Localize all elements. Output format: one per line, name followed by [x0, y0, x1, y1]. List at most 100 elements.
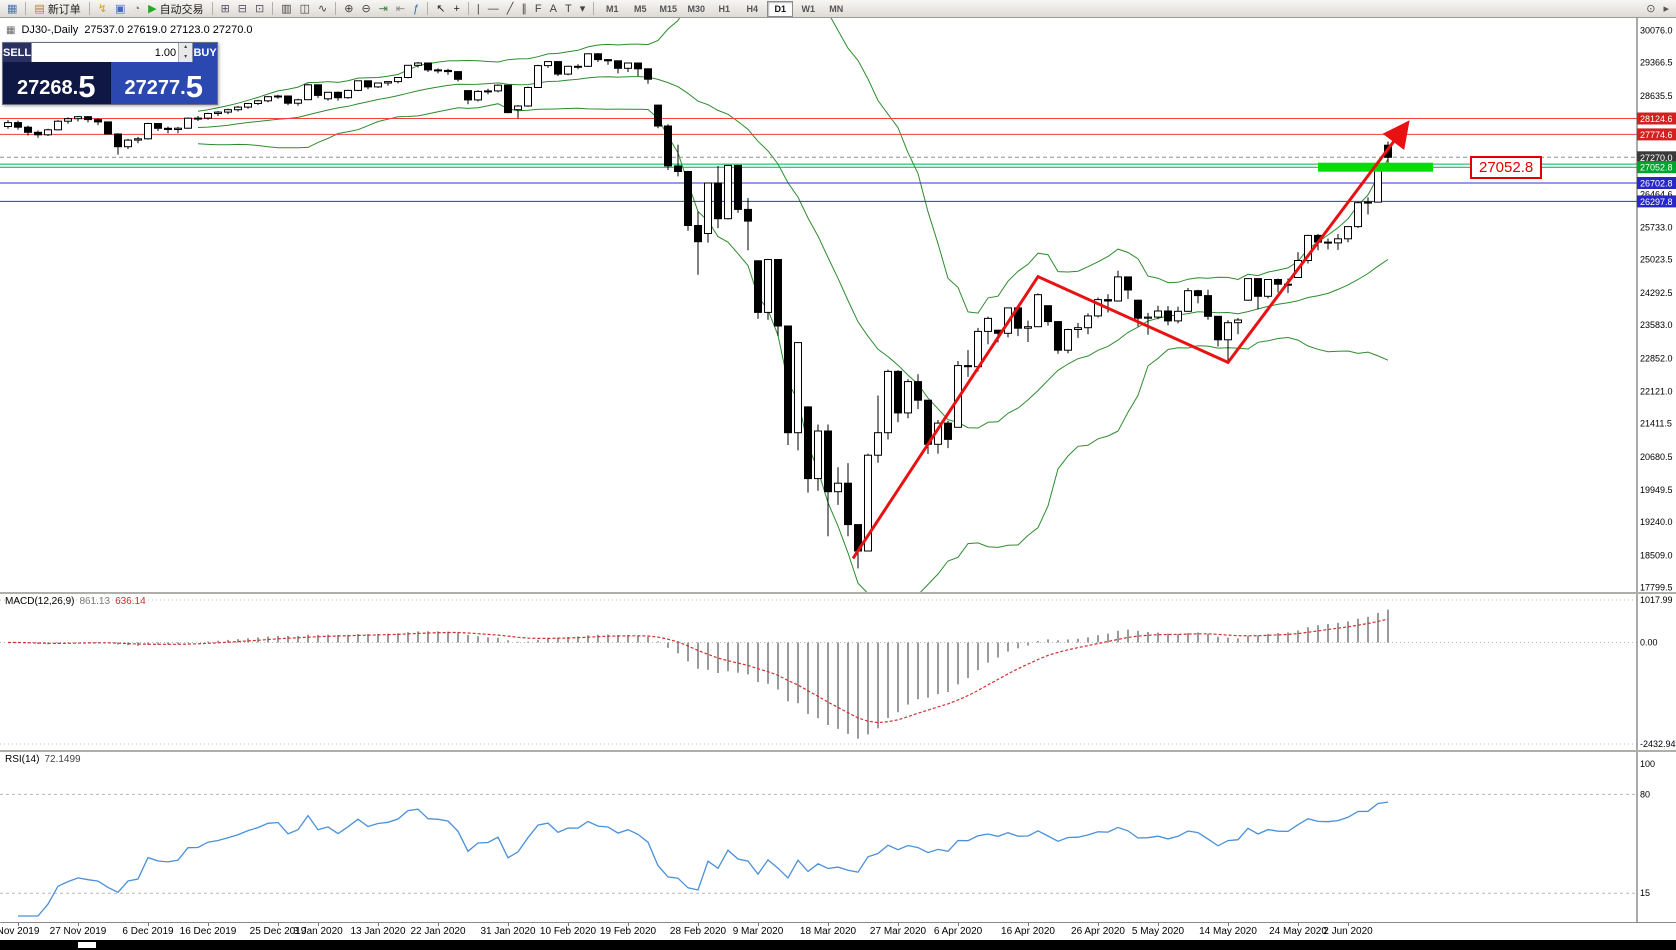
price-axis-label: 18509.0 [1640, 550, 1673, 560]
macd-canvas[interactable]: 1017.99 0.00 -2432.94 [0, 594, 1676, 750]
timeframe-d1-button[interactable]: D1 [767, 0, 794, 17]
zoom-out-icon[interactable]: ⊖ [357, 0, 374, 18]
scrollbar-thumb[interactable] [78, 942, 96, 948]
indicators-icon[interactable]: ƒ [409, 0, 423, 18]
volume-input[interactable] [32, 45, 179, 60]
auto-scroll-icon[interactable]: ⇥ [375, 0, 392, 18]
price-axis-label: 17799.5 [1640, 583, 1673, 593]
date-axis-tick [1298, 923, 1299, 926]
fibonacci-icon-glyph: F [534, 2, 542, 15]
vertical-line-icon[interactable]: | [473, 0, 484, 18]
sell-button[interactable]: SELL [3, 43, 32, 62]
date-axis-label: 6 Dec 2019 [122, 926, 174, 937]
date-axis-tick [148, 923, 149, 926]
bollinger-bands [197, 18, 1389, 592]
auto-trading-glyph: ▶ [148, 2, 157, 15]
arrange-windows-icon[interactable]: ⊡ [251, 0, 268, 18]
shapes-dropdown-icon-glyph: ▾ [579, 2, 586, 15]
bottom-scrollbar[interactable] [0, 940, 1676, 950]
date-axis-label: 3 Jan 2020 [293, 926, 343, 937]
toolbar-separator [427, 2, 429, 15]
alerts-icon-glyph: ◔ [133, 2, 141, 15]
macd-indicator-panel[interactable]: 1017.99 0.00 -2432.94 MACD(12,26,9) 861.13 6… [0, 592, 1676, 750]
line-chart-icon-glyph: ∿ [318, 2, 328, 15]
rsi-axis-label: 80 [1640, 789, 1650, 799]
candlestick-chart-canvas[interactable]: 30076.0 29366.5 28635.5 26464.6 25733.0 25023… [0, 18, 1676, 592]
fibonacci-icon[interactable]: F [531, 0, 546, 18]
main-chart-panel[interactable]: 30076.0 29366.5 28635.5 26464.6 25733.0 25023… [0, 18, 1676, 592]
date-axis-tick [18, 923, 19, 926]
rsi-axis-label: 100 [1640, 759, 1655, 769]
timeframe-mn-button[interactable]: MN [829, 3, 844, 14]
trendline-icon[interactable]: ╱ [503, 0, 518, 18]
toolbar-right-group: ⊙ ▸ [1642, 0, 1673, 18]
timeframe-m5-button[interactable]: M5 [633, 3, 647, 14]
date-axis-label: 13 Jan 2020 [350, 926, 406, 937]
panel-expand-icon: ▸ [1663, 2, 1669, 15]
crosshair-icon[interactable]: + [449, 0, 463, 18]
price-tag [1637, 128, 1676, 141]
date-axis-tick [208, 923, 209, 926]
date-axis-label: 16 Apr 2020 [1001, 926, 1055, 937]
buy-price[interactable]: 27277. 5 [109, 62, 217, 104]
macd-label: MACD(12,26,9) 861.13 636.14 [5, 596, 146, 607]
cascade-windows-icon-glyph: ⊟ [237, 2, 247, 15]
date-axis-tick [278, 923, 279, 926]
ohlc-values: 27537.0 27619.0 27123.0 27270.0 [84, 24, 253, 36]
rsi-indicator-panel[interactable]: 100 80 15 RSI(14) 72.1499 [0, 750, 1676, 922]
rsi-axis-label: 15 [1640, 888, 1650, 898]
chart-window-icon[interactable]: ▦ [3, 0, 21, 18]
candlestick-chart-icon[interactable]: ◫ [296, 0, 314, 18]
volume-down-icon[interactable]: ▾ [179, 52, 193, 62]
rsi-name: RSI(14) [5, 754, 40, 765]
timeframe-h1-button[interactable]: H1 [718, 3, 730, 14]
bar-chart-icon[interactable]: ▥ [277, 0, 295, 18]
chart-shift-icon-glyph: ⇤ [395, 2, 406, 15]
text-icon[interactable]: A [546, 0, 561, 18]
timeframe-w1-button[interactable]: W1 [801, 3, 815, 14]
price-axis-label: 21411.5 [1640, 419, 1672, 429]
rsi-line [18, 801, 1389, 917]
chart-shift-icon[interactable]: ⇤ [392, 0, 409, 18]
svg-text:28124.6: 28124.6 [1640, 114, 1673, 124]
price-annotation-label[interactable]: 27052.8 [1470, 156, 1543, 179]
new-order-button[interactable]: ▤ 新订单 [30, 0, 84, 18]
buy-button[interactable]: BUY [193, 43, 217, 62]
horizontal-line-icon[interactable]: ― [484, 0, 503, 18]
zoom-in-icon[interactable]: ⊕ [340, 0, 357, 18]
cursor-icon-glyph: ↖ [436, 2, 446, 15]
timeframe-m15-button[interactable]: M15 [659, 3, 677, 14]
timeframe-m30-button[interactable]: M30 [687, 3, 705, 14]
equidistant-channel-icon[interactable]: ∥ [517, 0, 531, 18]
date-axis-tick [1158, 923, 1159, 926]
timeframe-m1-button[interactable]: M1 [605, 3, 619, 14]
cascade-windows-icon[interactable]: ⊟ [234, 0, 251, 18]
alerts-icon[interactable]: ◔ [129, 0, 144, 18]
price-axis[interactable]: 30076.0 29366.5 28635.5 26464.6 25733.0 25023… [1636, 18, 1676, 593]
search-icon[interactable]: ⊙ [1642, 0, 1659, 18]
volume-up-icon[interactable]: ▴ [179, 43, 193, 53]
date-axis-label: 27 Nov 2019 [49, 926, 107, 937]
auto-trading-button[interactable]: ▶ 自动交易 [144, 0, 207, 18]
panel-expand-icon[interactable]: ▸ [1659, 0, 1673, 18]
favorites-icon[interactable]: ↯ [94, 0, 111, 18]
cursor-icon[interactable]: ↖ [432, 0, 449, 18]
accounts-icon[interactable]: ▣ [111, 0, 129, 18]
date-axis-label: Nov 2019 [0, 926, 40, 937]
rsi-canvas[interactable]: 100 80 15 [0, 752, 1676, 922]
sell-price[interactable]: 27268. 5 [3, 62, 110, 104]
shapes-dropdown-icon[interactable]: ▾ [576, 0, 590, 18]
trend-arrow[interactable] [851, 120, 1410, 560]
macd-histogram [17, 609, 1389, 739]
tile-windows-icon[interactable]: ⊞ [217, 0, 234, 18]
horizontal-line-objects[interactable] [0, 118, 1637, 202]
date-axis[interactable]: Nov 2019 27 Nov 2019 6 Dec 2019 16 Dec 2019… [0, 922, 1676, 940]
timeframe-h4-button[interactable]: H4 [746, 3, 758, 14]
sell-price-big-digit: 5 [78, 69, 96, 104]
line-chart-icon[interactable]: ∿ [314, 0, 331, 18]
label-icon[interactable]: T [561, 0, 576, 18]
date-axis-label: 2 Jun 2020 [1323, 926, 1373, 937]
price-axis-label: 29366.5 [1640, 58, 1673, 68]
toolbar-separator [272, 2, 274, 15]
price-axis-label: 22121.0 [1640, 386, 1673, 396]
